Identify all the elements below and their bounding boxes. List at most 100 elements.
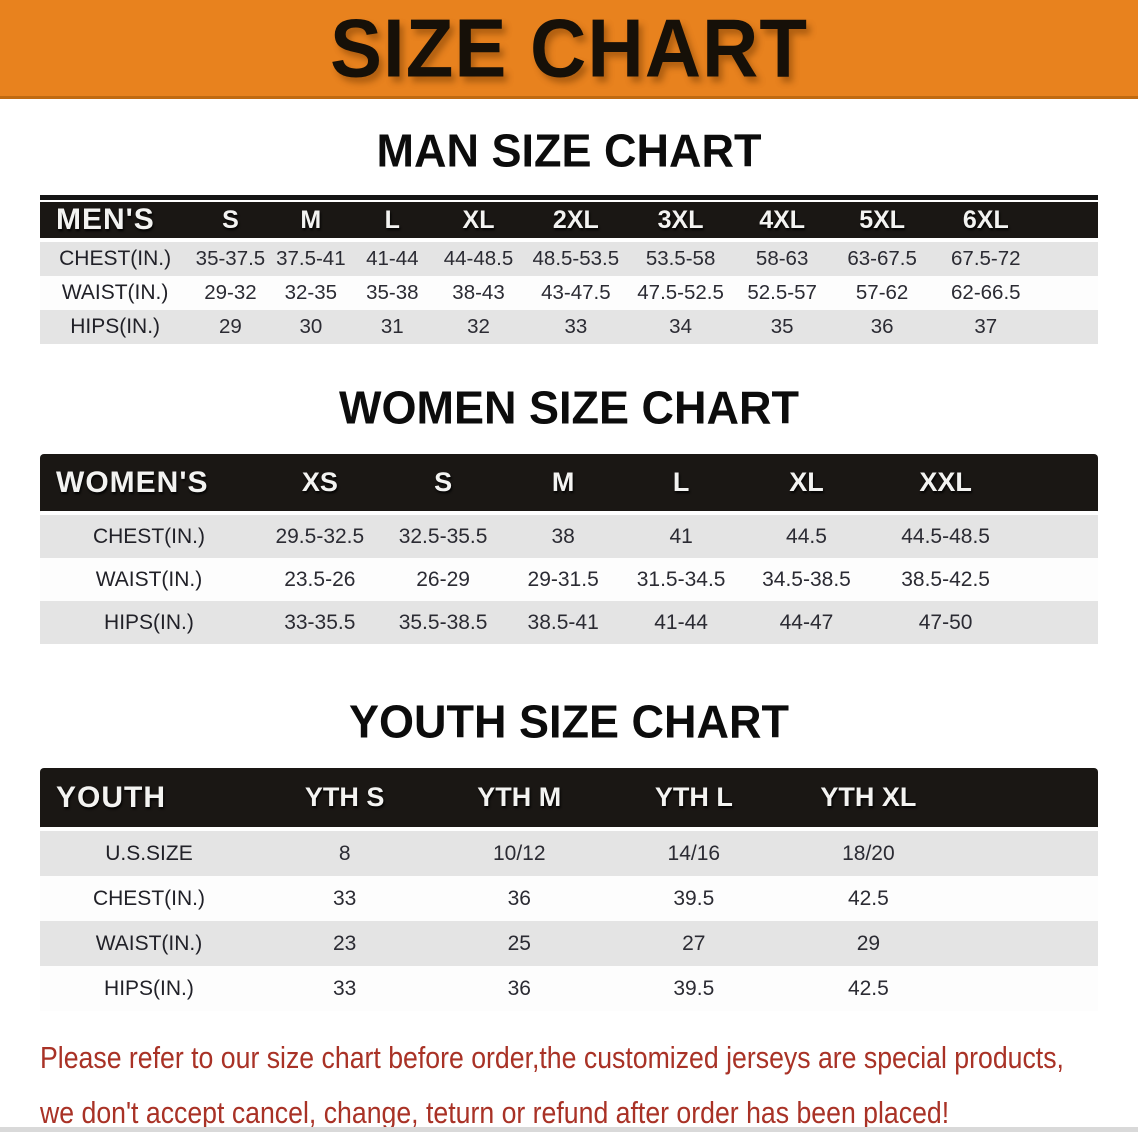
youth-row-spacer [956, 876, 1098, 921]
men-row-hips-in: HIPS(IN.) 29 30 31 32 33 34 35 36 37 [40, 310, 1098, 344]
men-col-header-xl: XL [433, 200, 524, 242]
youth-size-table: YOUTH YTH S YTH M YTH L YTH XL U.S.SIZE 8 10/12… [40, 768, 1098, 1011]
men-col-header-2xl: 2XL [523, 200, 629, 242]
youth-row-u-s-size: U.S.SIZE 8 10/12 14/16 18/20 [40, 831, 1098, 876]
men-col-header-3xl: 3XL [628, 200, 733, 242]
youth-row-hips-in: HIPS(IN.) 33 36 39.5 42.5 [40, 966, 1098, 1011]
women-row-label-chest-in: CHEST(IN.) [40, 515, 258, 558]
men-cell-waist-in-2xl: 43-47.5 [523, 276, 629, 310]
youth-header-row: YOUTH YTH S YTH M YTH L YTH XL [40, 768, 1098, 831]
men-col-header-6xl: 6XL [932, 200, 1039, 242]
men-table-label: MEN'S [40, 200, 191, 242]
women-cell-chest-in-l: 41 [621, 515, 741, 558]
men-col-header-5xl: 5XL [831, 200, 933, 242]
women-cell-waist-in-m: 29-31.5 [504, 558, 622, 601]
youth-row-label-u-s-size: U.S.SIZE [40, 831, 258, 876]
youth-section: YOUTH SIZE CHART YOUTH YTH S YTH M YTH L YTH… [0, 694, 1138, 1011]
men-cell-waist-in-s: 29-32 [190, 276, 271, 310]
men-cell-waist-in-4xl: 52.5-57 [732, 276, 832, 310]
disclaimer-note: Please refer to our size chart before or… [40, 1037, 1138, 1134]
youth-row-label-hips-in: HIPS(IN.) [40, 966, 258, 1011]
bottom-edge-strip [0, 1127, 1138, 1132]
youth-cell-chest-in-yth-s: 33 [257, 876, 432, 921]
women-row-label-waist-in: WAIST(IN.) [40, 558, 258, 601]
women-cell-hips-in-m: 38.5-41 [504, 601, 622, 644]
men-cell-chest-in-m: 37.5-41 [270, 242, 352, 276]
youth-row-spacer [956, 831, 1098, 876]
men-cell-hips-in-s: 29 [190, 310, 271, 344]
men-cell-hips-in-5xl: 36 [831, 310, 933, 344]
youth-col-header-yth-xl: YTH XL [780, 768, 957, 831]
men-row-label-chest-in: CHEST(IN.) [40, 242, 191, 276]
youth-section-heading: YOUTH SIZE CHART [348, 694, 789, 748]
men-cell-waist-in-l: 35-38 [351, 276, 434, 310]
youth-cell-u-s-size-yth-s: 8 [257, 831, 432, 876]
women-row-spacer [1018, 601, 1098, 644]
youth-row-spacer [956, 921, 1098, 966]
youth-cell-chest-in-yth-xl: 42.5 [780, 876, 957, 921]
women-section-heading: WOMEN SIZE CHART [339, 380, 799, 434]
men-cell-waist-in-6xl: 62-66.5 [932, 276, 1039, 310]
men-cell-chest-in-s: 35-37.5 [190, 242, 271, 276]
men-cell-hips-in-l: 31 [351, 310, 434, 344]
men-cell-hips-in-m: 30 [270, 310, 352, 344]
women-cell-chest-in-xs: 29.5-32.5 [257, 515, 382, 558]
youth-cell-chest-in-yth-l: 39.5 [607, 876, 781, 921]
men-row-label-waist-in: WAIST(IN.) [40, 276, 191, 310]
youth-cell-chest-in-yth-m: 36 [431, 876, 608, 921]
women-cell-waist-in-xl: 34.5-38.5 [740, 558, 873, 601]
men-cell-chest-in-3xl: 53.5-58 [628, 242, 733, 276]
men-col-header-l: L [351, 200, 434, 242]
women-cell-waist-in-xxl: 38.5-42.5 [872, 558, 1019, 601]
women-table-label: WOMEN'S [40, 454, 258, 515]
men-col-header-4xl: 4XL [732, 200, 832, 242]
men-cell-chest-in-5xl: 63-67.5 [831, 242, 933, 276]
women-cell-waist-in-l: 31.5-34.5 [621, 558, 741, 601]
women-cell-waist-in-s: 26-29 [381, 558, 505, 601]
men-section: MAN SIZE CHART MEN'S S M L XL 2XL 3XL 4XL 5XL 6XL… [0, 123, 1138, 344]
men-section-heading: MAN SIZE CHART [376, 123, 762, 177]
youth-row-chest-in: CHEST(IN.) 33 36 39.5 42.5 [40, 876, 1098, 921]
youth-cell-hips-in-yth-xl: 42.5 [780, 966, 957, 1011]
men-cell-chest-in-l: 41-44 [351, 242, 434, 276]
youth-table-label: YOUTH [40, 768, 258, 831]
youth-cell-u-s-size-yth-m: 10/12 [431, 831, 608, 876]
men-cell-hips-in-4xl: 35 [732, 310, 832, 344]
men-row-label-hips-in: HIPS(IN.) [40, 310, 191, 344]
men-cell-waist-in-xl: 38-43 [433, 276, 524, 310]
men-cell-chest-in-6xl: 67.5-72 [932, 242, 1039, 276]
men-cell-chest-in-4xl: 58-63 [732, 242, 832, 276]
youth-col-header-yth-l: YTH L [607, 768, 781, 831]
men-cell-waist-in-m: 32-35 [270, 276, 352, 310]
women-col-header-xl: XL [740, 454, 873, 515]
youth-row-label-chest-in: CHEST(IN.) [40, 876, 258, 921]
men-row-waist-in: WAIST(IN.) 29-32 32-35 35-38 38-43 43-47.5 47.… [40, 276, 1098, 310]
women-size-table: WOMEN'S XS S M L XL XXL CHEST(IN.) 29.5-32.5 32.5… [40, 454, 1098, 644]
women-row-spacer [1018, 515, 1098, 558]
youth-cell-hips-in-yth-s: 33 [257, 966, 432, 1011]
youth-cell-waist-in-yth-s: 23 [257, 921, 432, 966]
women-cell-chest-in-m: 38 [504, 515, 622, 558]
women-header-row: WOMEN'S XS S M L XL XXL [40, 454, 1098, 515]
women-cell-hips-in-xs: 33-35.5 [257, 601, 382, 644]
women-cell-chest-in-xxl: 44.5-48.5 [872, 515, 1019, 558]
women-row-spacer [1018, 558, 1098, 601]
men-col-header-m: M [270, 200, 352, 242]
women-cell-hips-in-l: 41-44 [621, 601, 741, 644]
women-cell-hips-in-s: 35.5-38.5 [381, 601, 505, 644]
youth-cell-waist-in-yth-m: 25 [431, 921, 608, 966]
women-col-header-s: S [381, 454, 505, 515]
women-row-label-hips-in: HIPS(IN.) [40, 601, 258, 644]
men-cell-waist-in-5xl: 57-62 [831, 276, 933, 310]
men-col-header-s: S [190, 200, 271, 242]
women-cell-hips-in-xl: 44-47 [740, 601, 873, 644]
men-cell-hips-in-6xl: 37 [932, 310, 1039, 344]
women-col-header-xs: XS [257, 454, 382, 515]
men-header-row: MEN'S S M L XL 2XL 3XL 4XL 5XL 6XL [40, 200, 1098, 242]
youth-col-header-yth-s: YTH S [257, 768, 432, 831]
women-cell-chest-in-xl: 44.5 [740, 515, 873, 558]
men-row-spacer [1038, 276, 1098, 310]
women-section: WOMEN SIZE CHART WOMEN'S XS S M L XL XXL CHEST(… [0, 380, 1138, 644]
women-cell-chest-in-s: 32.5-35.5 [381, 515, 505, 558]
youth-cell-u-s-size-yth-xl: 18/20 [780, 831, 957, 876]
